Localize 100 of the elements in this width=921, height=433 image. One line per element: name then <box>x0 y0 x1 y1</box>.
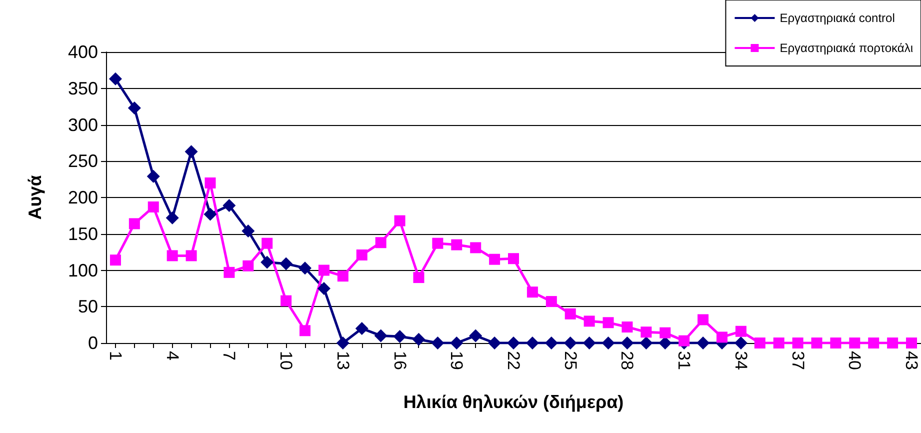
point <box>242 224 255 238</box>
point <box>431 336 444 350</box>
point <box>222 199 236 212</box>
point <box>564 308 576 320</box>
x-tick-label: 22 <box>504 351 523 370</box>
x-tick-label: 34 <box>731 351 750 370</box>
point <box>849 338 860 348</box>
point <box>224 266 235 278</box>
point <box>660 327 671 338</box>
x-tick-label: 13 <box>333 351 352 370</box>
point <box>186 250 197 262</box>
point <box>640 336 653 350</box>
point <box>280 295 292 306</box>
point <box>602 336 615 350</box>
legend-label: Εργαστηριακά πορτοκάλι <box>780 41 914 55</box>
point <box>393 330 406 343</box>
point <box>887 338 898 348</box>
point <box>526 336 539 350</box>
point <box>830 338 842 348</box>
point <box>716 332 728 343</box>
y-tick-label: 100 <box>68 260 98 280</box>
point <box>166 211 179 224</box>
point <box>355 322 368 335</box>
x-tick-label: 7 <box>220 351 239 360</box>
point <box>317 282 330 295</box>
x-tick-label: 25 <box>560 351 580 370</box>
point <box>336 336 350 350</box>
y-tick-label: 0 <box>88 333 98 353</box>
point <box>640 326 652 338</box>
point <box>602 317 614 328</box>
point <box>432 238 444 249</box>
point <box>184 145 198 158</box>
point <box>792 338 804 348</box>
point <box>906 338 918 348</box>
point <box>148 201 159 212</box>
point <box>469 329 482 342</box>
x-tick-label: 37 <box>788 351 808 370</box>
point <box>375 237 386 248</box>
x-tick-label: 1 <box>106 351 125 360</box>
y-tick-label: 200 <box>68 188 98 208</box>
point <box>526 286 538 298</box>
x-tick-label: 4 <box>162 351 182 360</box>
point <box>658 336 672 350</box>
point <box>300 325 311 336</box>
point <box>488 336 502 350</box>
point <box>470 242 482 254</box>
point <box>546 296 557 308</box>
point <box>262 238 273 249</box>
y-tick-label: 300 <box>68 114 98 135</box>
point <box>507 336 520 350</box>
x-tick-label: 31 <box>674 351 694 370</box>
point <box>110 254 121 266</box>
point <box>696 336 710 350</box>
y-axis-title: Αυγά <box>25 175 45 220</box>
x-tick-label: 40 <box>845 351 864 370</box>
point <box>128 218 140 230</box>
point <box>620 336 634 350</box>
point <box>734 336 748 350</box>
point <box>108 72 122 86</box>
point <box>451 239 462 250</box>
point <box>735 326 746 337</box>
x-tick-label: 19 <box>447 351 466 370</box>
point <box>318 264 330 276</box>
y-tick-label: 250 <box>68 151 98 172</box>
y-tick-label: 150 <box>68 224 98 244</box>
point <box>773 338 784 348</box>
point <box>374 329 388 342</box>
point <box>544 336 558 350</box>
point <box>337 270 348 282</box>
point <box>204 208 217 221</box>
point <box>166 250 178 262</box>
point <box>622 321 633 332</box>
point <box>356 249 368 260</box>
point <box>508 253 519 264</box>
y-tick-label: 50 <box>78 296 98 317</box>
x-tick-label: 16 <box>390 351 410 370</box>
legend-label: Εργαστηριακά control <box>780 11 895 25</box>
point <box>260 256 274 269</box>
point <box>582 336 596 350</box>
point <box>564 336 577 350</box>
x-tick-label: 43 <box>902 351 921 370</box>
point <box>146 170 160 183</box>
point <box>678 335 690 346</box>
point <box>242 260 254 272</box>
point <box>489 254 500 265</box>
point <box>204 177 216 188</box>
point <box>394 215 406 226</box>
point <box>698 314 709 326</box>
point <box>450 336 464 350</box>
x-tick-label: 28 <box>618 351 637 370</box>
point <box>412 332 426 346</box>
point <box>128 102 141 115</box>
point <box>811 338 822 348</box>
point <box>754 338 766 348</box>
x-axis-title: Ηλικία θηλυκών (διήμερα) <box>403 392 624 412</box>
y-tick-label: 400 <box>68 42 98 62</box>
x-tick-label: 10 <box>276 351 296 370</box>
point <box>280 257 293 270</box>
point <box>584 316 595 327</box>
point <box>298 262 312 275</box>
